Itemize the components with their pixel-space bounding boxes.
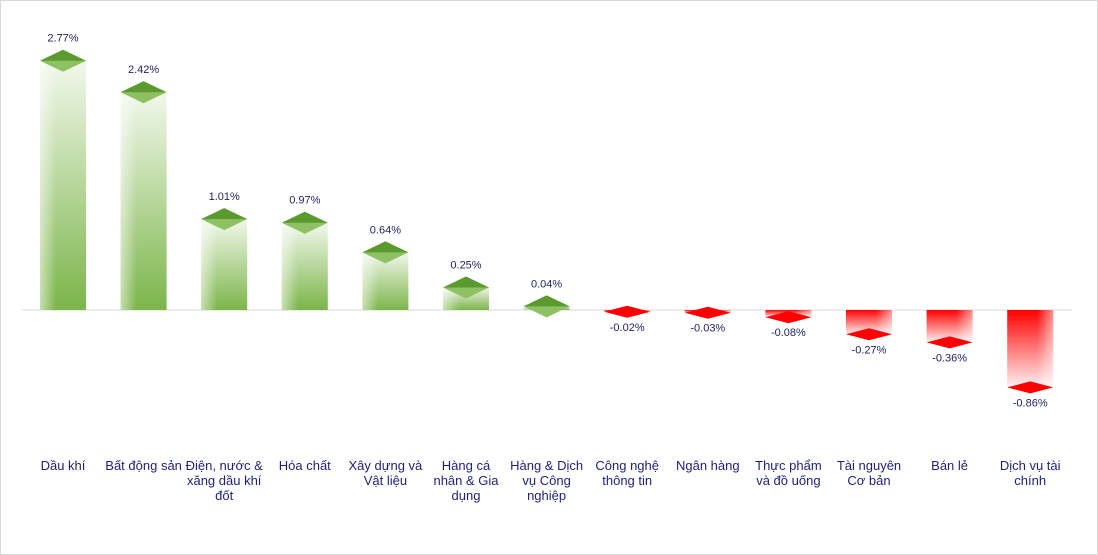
bar xyxy=(684,306,731,319)
bar xyxy=(120,81,167,310)
data-label: 0.25% xyxy=(450,260,481,272)
data-label: 2.77% xyxy=(47,33,78,45)
bar-cap xyxy=(604,305,651,318)
data-label: 0.64% xyxy=(370,224,401,236)
category-label: Hàng & Dịch vụ Công nghiệp xyxy=(510,458,583,503)
bar xyxy=(604,305,651,318)
bar xyxy=(443,276,489,310)
bar-cap-shade xyxy=(40,49,86,61)
category-label: Điện, nước & xăng dầu khí đốt xyxy=(186,458,264,503)
category-label-group: Dầu khí Bất động sản Điện, nước & xăng dầu … xyxy=(41,458,1061,503)
data-label: 2.42% xyxy=(128,64,159,76)
data-label: -0.08% xyxy=(771,327,806,339)
bar-cap-shade xyxy=(362,241,409,253)
category-label: Tài nguyên Cơ bản xyxy=(837,458,901,488)
bar xyxy=(523,295,570,318)
bar-cap-shade xyxy=(120,81,167,93)
data-label: -0.02% xyxy=(610,322,645,334)
bar-cap xyxy=(926,336,973,349)
bar-highlight xyxy=(956,310,973,343)
bar-highlight xyxy=(201,219,218,310)
bar xyxy=(201,208,248,310)
category-label: Xây dựng và Vật liệu xyxy=(349,458,424,488)
bar-highlight xyxy=(795,310,812,318)
category-label: Hóa chất xyxy=(279,458,331,473)
bar-cap xyxy=(1007,381,1054,394)
data-label: -0.03% xyxy=(690,323,725,335)
data-label: 0.97% xyxy=(289,195,320,207)
bar-cap xyxy=(846,328,892,341)
category-label: Công nghệ thông tin xyxy=(595,458,659,488)
bar xyxy=(1007,310,1054,394)
bar-cap xyxy=(684,306,731,319)
bar-cap xyxy=(765,311,812,324)
bar-cap-shade xyxy=(443,276,489,288)
bar-cap-shade xyxy=(523,295,570,307)
data-label: 0.04% xyxy=(531,278,562,290)
bar xyxy=(926,310,973,349)
bar xyxy=(765,310,812,324)
data-label: -0.86% xyxy=(1013,397,1048,409)
bar xyxy=(362,241,409,310)
bar-group xyxy=(40,49,1054,394)
category-label: Dầu khí xyxy=(41,458,86,473)
data-label: 1.01% xyxy=(209,191,240,203)
category-label: Dịch vụ tài chính xyxy=(1000,458,1061,488)
data-label: -0.27% xyxy=(852,344,887,356)
bar-cap-shade xyxy=(201,208,248,220)
bar-highlight xyxy=(362,252,379,310)
bar-highlight xyxy=(1037,310,1054,388)
bar-highlight xyxy=(281,222,298,310)
bar-highlight xyxy=(875,310,892,335)
bar xyxy=(281,211,328,310)
bar-highlight xyxy=(40,60,57,311)
bar xyxy=(846,310,892,341)
category-label: Bán lẻ xyxy=(931,458,968,473)
data-label: -0.36% xyxy=(932,352,967,364)
bar-highlight xyxy=(120,92,137,310)
bar-cap-shade xyxy=(281,211,328,223)
bar xyxy=(40,49,86,311)
data-label-group: 2.77% 2.42% 1.01% 0.97% 0.64% 0.25% 0.04% -0.02… xyxy=(47,33,1047,410)
category-label: Hàng cá nhân & Gia dụng xyxy=(433,458,499,503)
category-label: Ngân hàng xyxy=(676,458,740,473)
category-label: Thực phẩm và đồ uống xyxy=(755,458,822,488)
category-label: Bất động sản xyxy=(105,458,182,473)
